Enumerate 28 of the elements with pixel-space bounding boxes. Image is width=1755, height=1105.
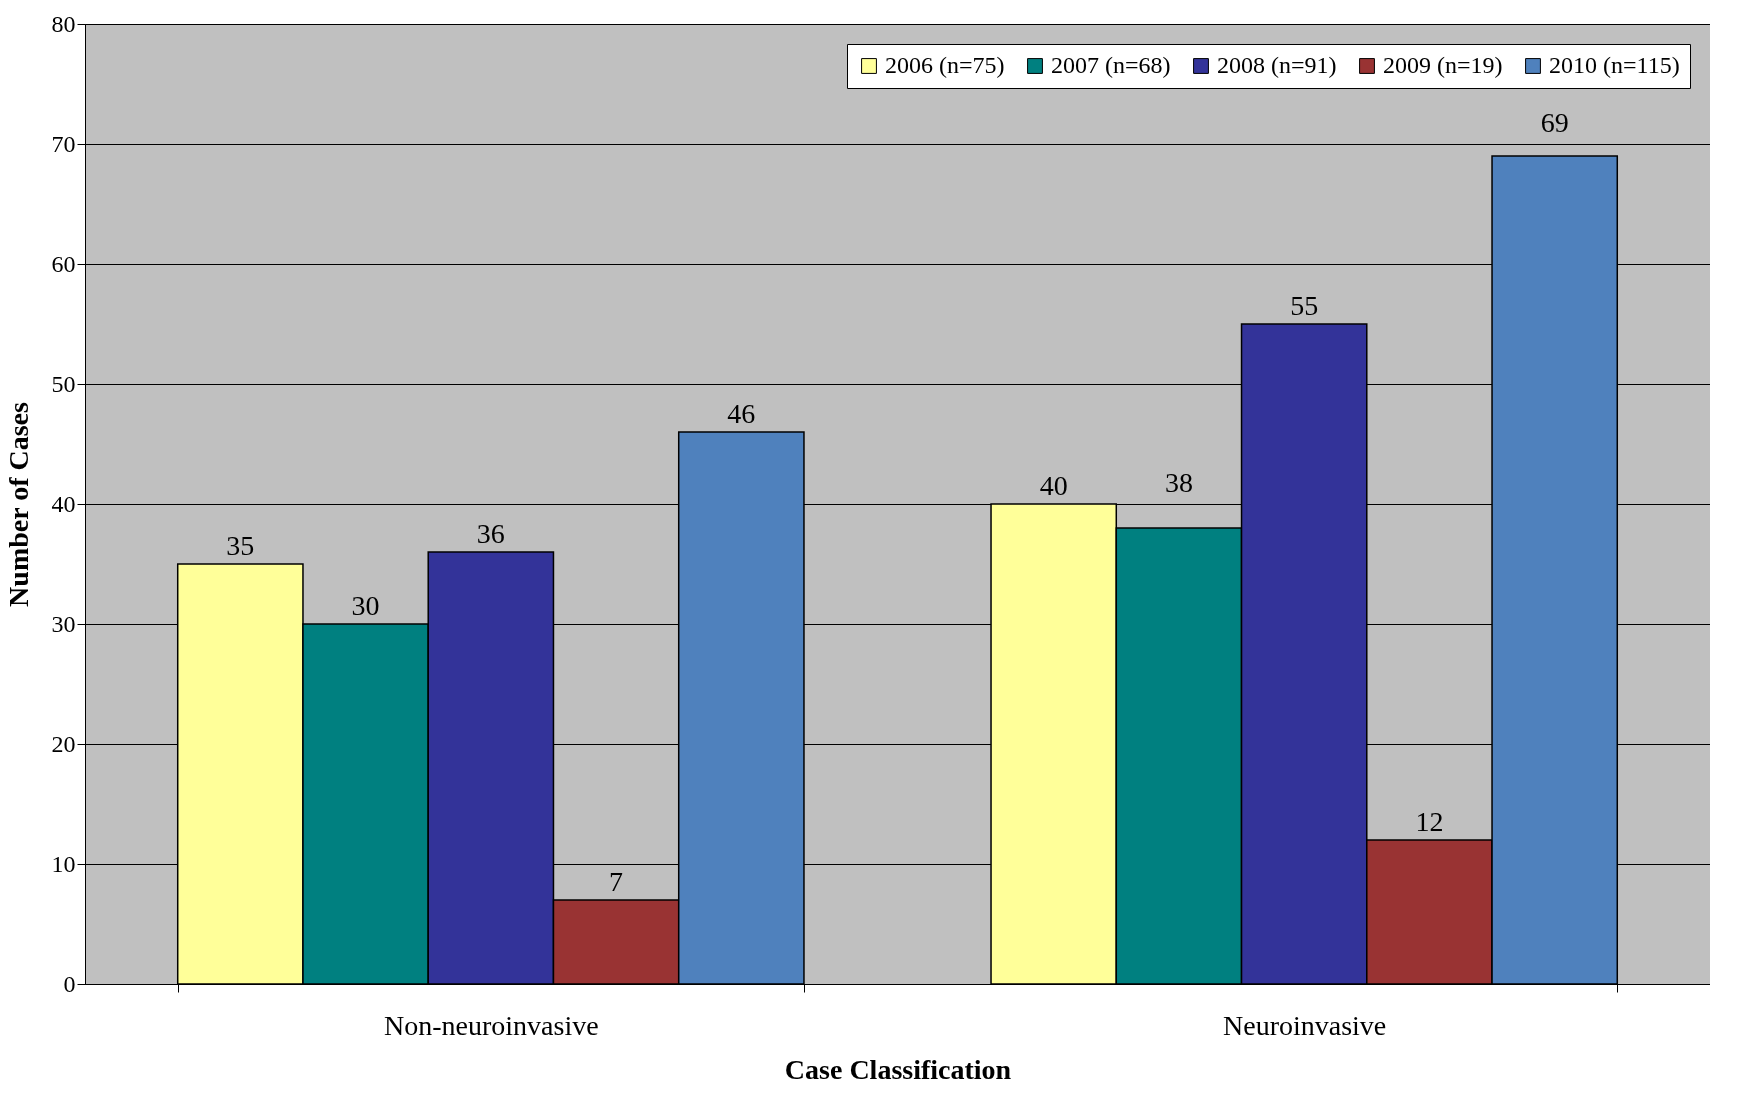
data-label: 36 — [476, 518, 505, 549]
y-tick-label: 60 — [51, 250, 76, 277]
x-axis-title: Case Classification — [784, 1053, 1012, 1085]
x-tick-label: Non-neuroinvasive — [384, 1009, 599, 1041]
y-tick-label: 70 — [51, 130, 76, 157]
y-tick-label: 10 — [51, 850, 76, 877]
x-tick-label: Neuroinvasive — [1223, 1009, 1387, 1041]
y-tick-label: 30 — [51, 610, 76, 637]
legend-label: 2010 (n=115) — [1549, 52, 1680, 78]
legend-label: 2007 (n=68) — [1051, 52, 1171, 78]
legend-label: 2006 (n=75) — [885, 52, 1005, 78]
y-tick-label: 20 — [51, 730, 76, 757]
data-label: 30 — [351, 590, 380, 621]
data-label: 7 — [609, 866, 624, 897]
data-label: 12 — [1415, 806, 1444, 837]
y-axis-title: Number of Cases — [2, 402, 34, 607]
data-label: 35 — [226, 530, 255, 561]
y-tick-label: 0 — [63, 970, 76, 997]
data-label: 40 — [1039, 470, 1068, 501]
data-label: 55 — [1290, 290, 1319, 321]
legend-label: 2009 (n=19) — [1383, 52, 1503, 78]
data-label: 46 — [727, 398, 756, 429]
y-tick-label: 40 — [51, 490, 76, 517]
data-label: 69 — [1540, 107, 1569, 138]
data-label: 38 — [1164, 467, 1193, 498]
legend-label: 2008 (n=91) — [1217, 52, 1337, 78]
y-tick-label: 80 — [51, 10, 76, 37]
y-tick-label: 50 — [51, 370, 76, 397]
